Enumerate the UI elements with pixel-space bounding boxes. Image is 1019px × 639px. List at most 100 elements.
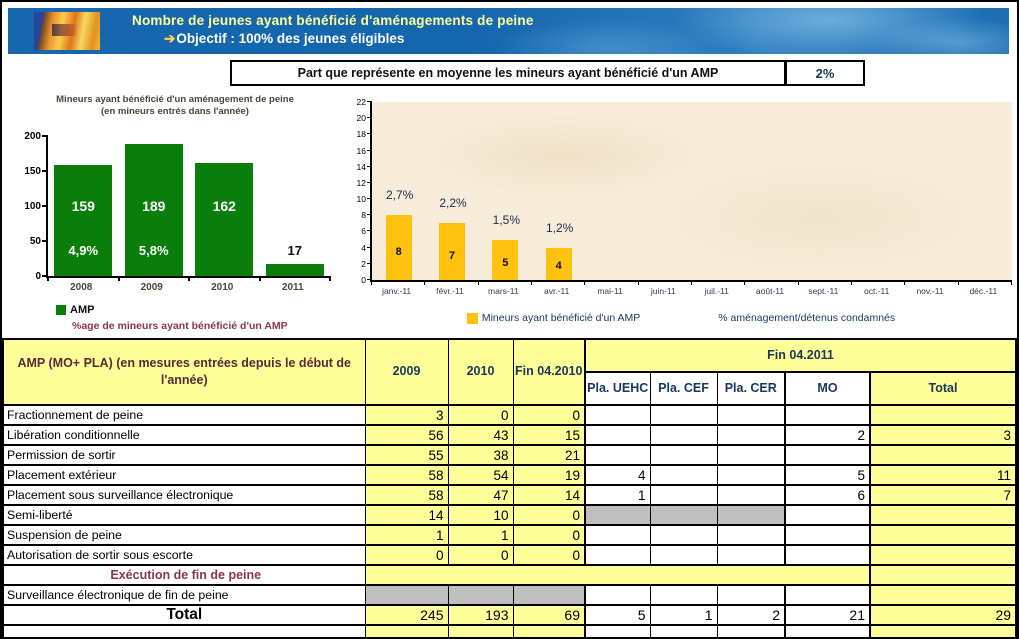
y-tick-label: 12 [356,177,366,188]
table-cell [649,444,718,466]
monthly-amp-chart: 0 2 4 6 8 10 12 14 16 18 20 22 8 2,7% 7 2,2% 5 1,5% 4 1,2% … [344,90,1017,336]
x-tick-mark [117,276,120,281]
y-tick-label: 10 [356,194,366,205]
x-tick-mark [904,280,906,285]
table-cell: 0 [447,404,514,426]
table-cell: 54 [447,464,514,486]
table-cell: 4 [584,464,651,486]
x-tick-mark [691,280,692,285]
x-tick-mark [797,280,799,285]
table-cell [716,524,786,546]
x-tick-mark [424,280,426,285]
y-tick-label: 16 [356,145,366,156]
objective-line: ➔Objectif : 100% des jeunes éligibles [164,30,534,48]
bar-avr.-11 [545,247,572,280]
table-cell: 10 [447,504,514,526]
table-cell [512,584,586,606]
table-cell [649,624,718,637]
table-cell: 1 [649,604,718,626]
y-tick-mark [367,181,372,183]
bar-value-label: 5 [502,256,509,269]
table-cell [512,624,586,637]
y-tick-label: 6 [361,226,366,237]
y-tick-label: 8 [361,210,366,221]
table-row: Placement extérieur 58 54 19 4 5 11 [2,464,1017,486]
y-tick-mark [42,135,48,137]
y-tick-label: 2 [361,258,366,269]
table-cell [784,624,871,637]
y-tick-label: 0 [35,271,41,282]
x-tick-label: févr.-11 [436,286,464,296]
table-cell [649,424,718,446]
table-row: Semi-liberté 14 10 0 [2,504,1017,526]
x-tick-label: avr.-11 [543,286,570,296]
table-cell: 58 [364,484,449,506]
table-cell: 15 [512,424,586,446]
bar-pct-label: 2,7% [385,188,414,203]
table-cell [716,484,786,506]
table-cell: 7 [868,484,1017,506]
table-cell [868,564,1017,586]
table-cell [649,464,718,486]
bar-pct-label: 5,8% [138,243,169,258]
table-cell: 1 [364,524,449,546]
table-cell [649,404,718,426]
table-corner-header: AMP (MO+ PLA) (en mesures entrées depuis… [2,338,366,406]
table-row-partial [2,624,1017,637]
x-tick-label: mars-11 [488,286,519,296]
table-cell [716,444,786,466]
legend-item-minors: Mineurs ayant bénéficié d'un AMP [466,312,641,324]
legend-swatch-minors [466,312,478,324]
table-cell [447,584,514,606]
table-cell: 56 [364,424,449,446]
legend-label-minors: Mineurs ayant bénéficié d'un AMP [481,312,641,324]
table-cell [868,544,1017,566]
bar-value-label: 189 [142,198,166,214]
header-titles: Nombre de jeunes ayant bénéficié d'aména… [132,12,534,48]
table-cell: 21 [784,604,871,626]
row-label: Permission de sortir [2,444,366,466]
bar-pct-label: 1,2% [545,220,574,235]
table-cell [716,504,786,526]
table-cell [868,404,1017,426]
x-tick-label: 2010 [211,282,234,293]
col-header-pla-cef: Pla. CEF [649,371,718,406]
table-cell: 193 [447,604,514,626]
table-cell [716,584,786,606]
table-cell [868,624,1017,637]
x-tick-label: nov.-11 [916,286,944,296]
y-tick-mark [42,240,48,242]
table-row: Autorisation de sortir sous escorte 0 0 0 [2,544,1017,566]
table-cell: 69 [512,604,586,626]
row-label: Placement extérieur [2,464,366,486]
legend-item-pct: % aménagement/détenus condamnés [718,312,895,324]
y-tick-mark [42,275,48,277]
bar-value-label: 4 [555,260,562,273]
x-tick-mark [47,276,49,281]
x-tick-mark [531,280,532,285]
x-tick-mark [744,280,746,285]
y-tick-label: 200 [24,131,41,142]
table-cell: 5 [784,464,871,486]
table-cell [716,624,786,637]
table-cell [716,464,786,486]
table-cell [868,584,1017,606]
table-row: Total 245 193 69 5 1 2 21 29 [2,604,1017,626]
y-tick-mark [367,246,372,248]
table-cell [584,544,651,566]
legend-swatch-amp [56,305,66,315]
chart-plot-area: 0 2 4 6 8 10 12 14 16 18 20 22 8 2,7% 7 2,2% 5 1,5% 4 1,2% [357,97,1012,285]
y-tick-mark [367,214,372,216]
table-cell: 0 [512,504,586,526]
y-tick-label: 22 [356,97,366,107]
row-label: Surveillance électronique de fin de pein… [2,584,366,606]
table-cell: 55 [364,444,449,466]
y-tick-label: 18 [356,129,366,140]
x-tick-label: 2009 [140,282,163,293]
table-cell: 1 [447,524,514,546]
row-label: Placement sous surveillance électronique [2,484,366,506]
objective-text: Objectif : 100% des jeunes éligibles [176,31,405,47]
table-cell: 43 [447,424,514,446]
table-cell [784,444,871,466]
bar-janv.-11 [385,215,412,280]
